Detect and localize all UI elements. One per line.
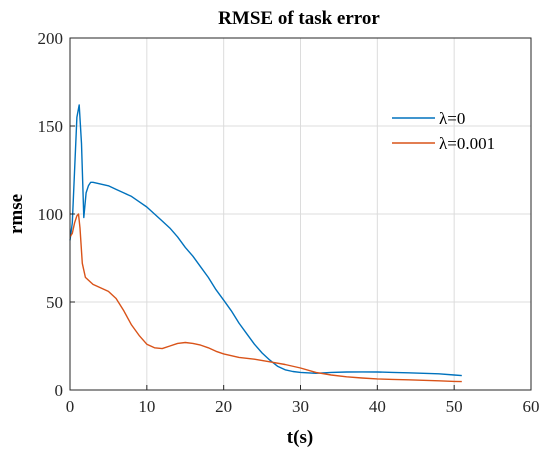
- legend: λ=0 λ=0.001: [392, 109, 495, 153]
- chart-title: RMSE of task error: [218, 8, 380, 29]
- legend-label-0: λ=0: [439, 109, 465, 128]
- grid-lines: [69, 37, 532, 391]
- axis-ticks: 0 10 20 30 40 50 60 0 50 100 150 200: [38, 29, 540, 416]
- x-tick-label: 30: [292, 397, 309, 416]
- series-line-0: [69, 104, 462, 377]
- y-tick-label: 100: [38, 205, 64, 224]
- y-axis-label: rmse: [6, 194, 27, 234]
- series-line-1: [69, 213, 462, 383]
- x-axis-label: t(s): [287, 427, 313, 448]
- x-tick-label: 50: [446, 397, 463, 416]
- series-lines: [69, 104, 462, 383]
- y-tick-label: 200: [38, 29, 64, 48]
- y-tick-label: 150: [38, 117, 64, 136]
- legend-label-1: λ=0.001: [439, 134, 495, 153]
- y-tick-label: 0: [55, 381, 64, 400]
- x-tick-label: 40: [369, 397, 386, 416]
- x-tick-label: 60: [523, 397, 540, 416]
- x-tick-label: 0: [66, 397, 75, 416]
- y-tick-label: 50: [46, 293, 63, 312]
- x-tick-label: 20: [215, 397, 232, 416]
- x-tick-label: 10: [138, 397, 155, 416]
